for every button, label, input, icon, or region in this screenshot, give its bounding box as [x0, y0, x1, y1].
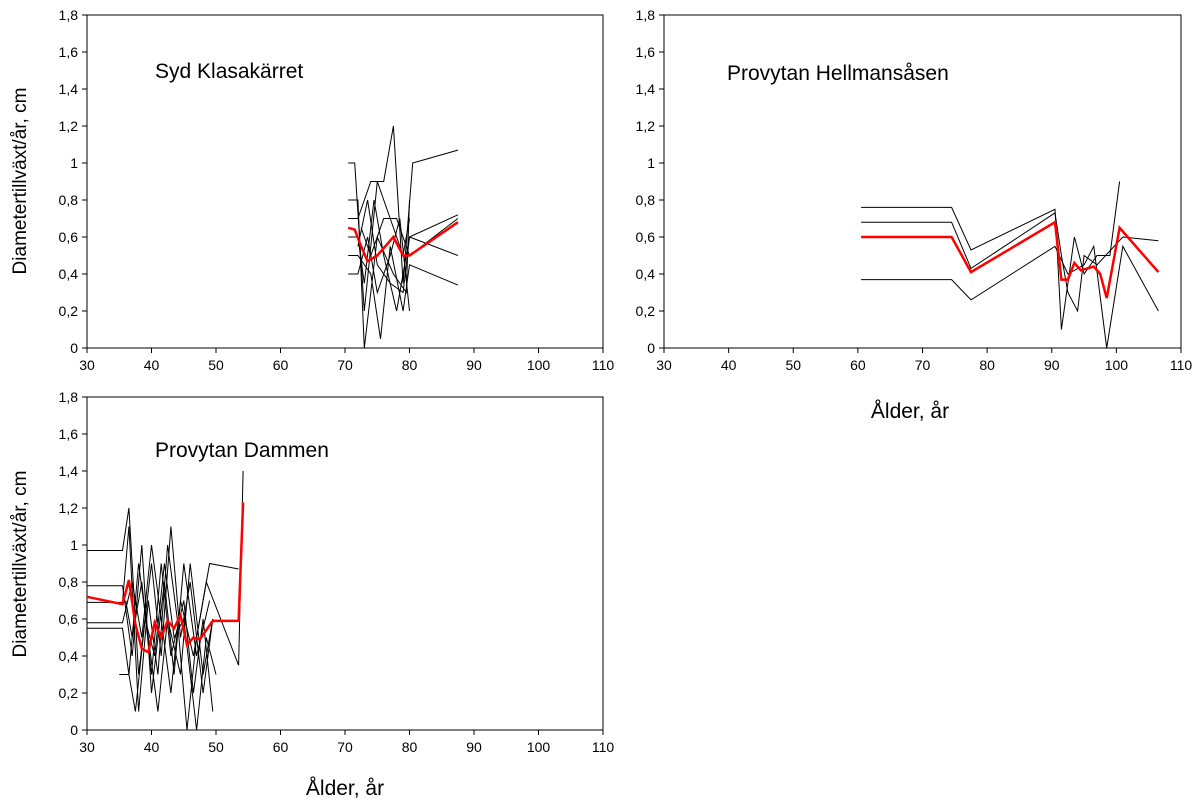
x-tick-label: 40: [144, 357, 160, 373]
series-line-7: [125, 563, 214, 712]
y-tick-label: 1: [647, 155, 655, 171]
y-tick-label: 0,8: [59, 574, 79, 590]
x-tick-label: 50: [785, 357, 801, 373]
series-line-5: [87, 563, 214, 712]
chart-title: Provytan Hellmansåsen: [727, 62, 949, 85]
y-axis-label: Diametertillväxt/år, cm: [10, 88, 31, 275]
x-tick-label: 110: [592, 357, 615, 373]
y-tick-label: 0,2: [59, 303, 79, 319]
y-tick-label: 1,8: [636, 7, 656, 23]
series-line-6: [119, 563, 217, 731]
panel-syd-klasakarret: Syd Klasakärret Diametertillväxt/år, cm …: [10, 7, 614, 373]
x-axis-label: Ålder, år: [871, 400, 949, 423]
series-line-2: [87, 544, 211, 694]
x-tick-label: 50: [208, 739, 224, 755]
y-tick-label: 1,8: [59, 7, 79, 23]
y-tick-label: 0: [647, 340, 655, 356]
chart-title: Syd Klasakärret: [155, 60, 303, 83]
x-tick-label: 70: [337, 357, 353, 373]
y-tick-label: 0,4: [59, 648, 79, 664]
y-tick-label: 0,4: [59, 266, 79, 282]
x-tick-label: 40: [721, 357, 737, 373]
series-line-3: [861, 244, 1159, 349]
y-tick-label: 0,2: [636, 303, 656, 319]
x-tick-label: 90: [466, 357, 482, 373]
x-tick-label: 100: [527, 739, 551, 755]
series-line-1: [861, 181, 1121, 330]
y-tick-label: 0,6: [636, 229, 656, 245]
x-tick-label: 100: [527, 357, 551, 373]
x-tick-label: 110: [1170, 357, 1193, 373]
series-line-6: [348, 218, 410, 312]
mean-line: [861, 220, 1160, 299]
x-tick-label: 60: [273, 739, 289, 755]
series-line-5: [348, 246, 459, 339]
y-tick-label: 0,8: [59, 192, 79, 208]
x-tick-label: 70: [337, 739, 353, 755]
x-tick-label: 40: [144, 739, 160, 755]
x-tick-label: 60: [273, 357, 289, 373]
x-tick-label: 30: [79, 739, 95, 755]
x-tick-label: 80: [402, 357, 418, 373]
x-tick-label: 90: [1044, 357, 1060, 373]
y-tick-label: 1,6: [59, 44, 79, 60]
y-tick-label: 0,6: [59, 611, 79, 627]
mean-line: [86, 502, 245, 655]
y-tick-label: 1: [70, 155, 78, 171]
y-tick-label: 0,2: [59, 685, 79, 701]
y-tick-label: 1,4: [636, 81, 656, 97]
x-tick-label: 70: [915, 357, 931, 373]
y-tick-label: 1: [70, 537, 78, 553]
x-tick-label: 90: [466, 739, 482, 755]
y-tick-label: 0: [70, 722, 78, 738]
series-line-7: [357, 199, 459, 294]
chart-title: Provytan Dammen: [155, 439, 329, 462]
y-tick-label: 1,4: [59, 463, 79, 479]
x-tick-label: 110: [592, 739, 615, 755]
y-tick-label: 0: [70, 340, 78, 356]
x-tick-label: 50: [208, 357, 224, 373]
x-axis-label: Ålder, år: [306, 777, 384, 800]
y-tick-label: 1,2: [59, 500, 79, 516]
x-tick-label: 100: [1105, 357, 1129, 373]
y-tick-label: 1,2: [636, 118, 656, 134]
x-tick-label: 30: [79, 357, 95, 373]
panel-provytan-dammen: Provytan Dammen Diametertillväxt/år, cm …: [10, 389, 614, 800]
x-tick-label: 30: [656, 357, 672, 373]
y-tick-label: 0,6: [59, 229, 79, 245]
x-tick-label: 80: [979, 357, 995, 373]
panel-provytan-hellmansasen: Provytan Hellmansåsen Ålder, år 0 0,2 0,4 0…: [636, 7, 1193, 423]
y-tick-label: 1,2: [59, 118, 79, 134]
mean-line: [347, 221, 459, 263]
x-tick-label: 80: [402, 739, 418, 755]
y-tick-label: 1,6: [59, 426, 79, 442]
x-tick-label: 60: [850, 357, 866, 373]
y-tick-label: 1,6: [636, 44, 656, 60]
series-line-3: [348, 125, 459, 284]
y-tick-label: 0,8: [636, 192, 656, 208]
series-line-2: [861, 212, 1159, 313]
y-tick-label: 0,4: [636, 266, 656, 282]
y-tick-label: 1,8: [59, 389, 79, 405]
y-axis-label: Diametertillväxt/år, cm: [10, 471, 31, 658]
y-tick-label: 1,4: [59, 81, 79, 97]
series-line-1: [87, 507, 214, 694]
